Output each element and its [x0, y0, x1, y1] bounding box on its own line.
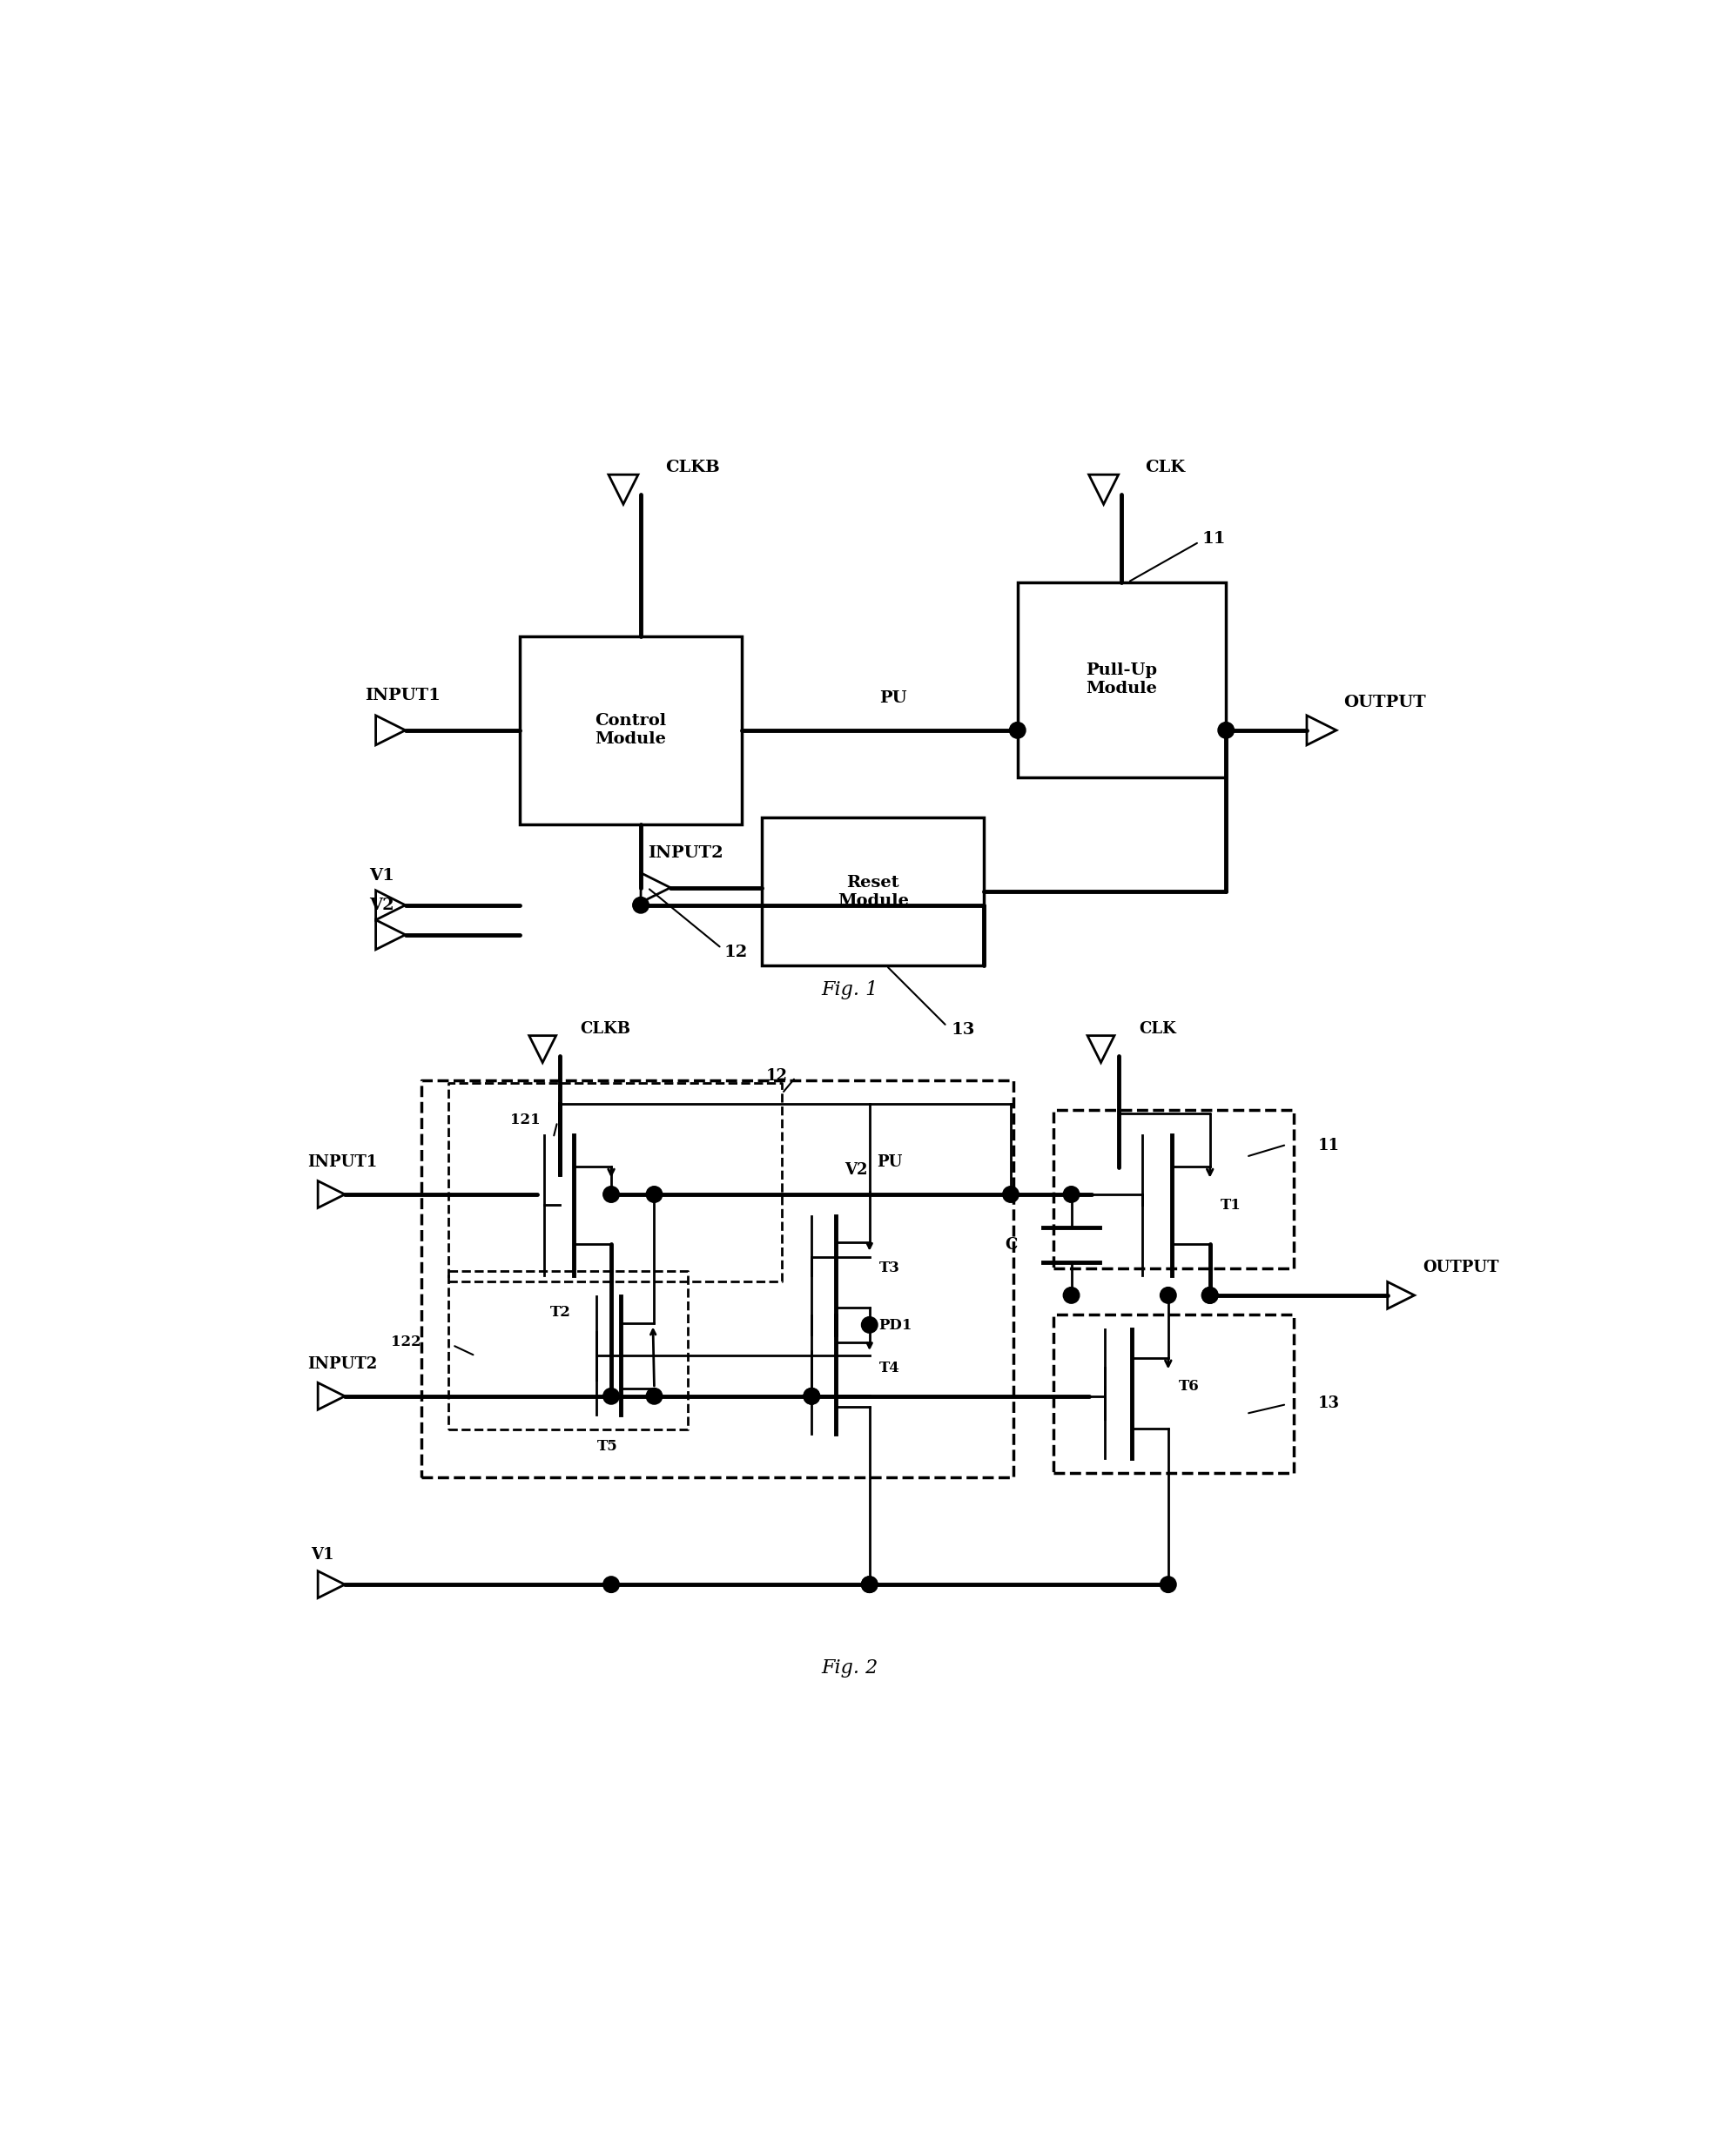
- Text: 121: 121: [510, 1113, 540, 1128]
- Text: PU: PU: [880, 691, 906, 706]
- Circle shape: [1201, 1287, 1219, 1304]
- Text: V2: V2: [370, 897, 394, 912]
- Text: T1: T1: [1220, 1199, 1241, 1212]
- Circle shape: [1062, 1287, 1080, 1304]
- Circle shape: [1062, 1186, 1080, 1203]
- Text: V1: V1: [370, 867, 394, 884]
- Circle shape: [1009, 723, 1026, 738]
- Bar: [1017, 583, 1226, 777]
- Text: T4: T4: [878, 1360, 899, 1375]
- Text: T6: T6: [1179, 1379, 1200, 1394]
- Text: Fig. 2: Fig. 2: [821, 1659, 878, 1679]
- Text: PD1: PD1: [878, 1319, 913, 1334]
- Bar: [762, 818, 984, 966]
- Text: V1: V1: [311, 1547, 335, 1562]
- Text: T2: T2: [550, 1304, 571, 1319]
- Text: 13: 13: [1318, 1394, 1338, 1412]
- Text: CLKB: CLKB: [665, 461, 720, 476]
- Circle shape: [602, 1186, 620, 1203]
- Circle shape: [804, 1388, 819, 1405]
- Circle shape: [861, 1577, 878, 1592]
- Circle shape: [646, 1186, 663, 1203]
- Circle shape: [646, 1388, 663, 1405]
- Text: INPUT1: INPUT1: [365, 689, 441, 704]
- Circle shape: [632, 897, 649, 912]
- Circle shape: [861, 1317, 878, 1332]
- Circle shape: [804, 1388, 819, 1405]
- Text: CLK: CLK: [1139, 1020, 1175, 1037]
- Text: OUTPUT: OUTPUT: [1344, 695, 1425, 710]
- Circle shape: [1201, 1287, 1219, 1304]
- Text: Control
Module: Control Module: [595, 712, 667, 747]
- Text: PU: PU: [877, 1153, 903, 1171]
- Text: Pull-Up
Module: Pull-Up Module: [1087, 663, 1158, 697]
- Text: CLKB: CLKB: [580, 1020, 630, 1037]
- Text: T3: T3: [878, 1261, 899, 1276]
- Circle shape: [602, 1577, 620, 1592]
- Text: INPUT2: INPUT2: [307, 1356, 377, 1373]
- Text: Reset
Module: Reset Module: [837, 876, 908, 908]
- Text: C: C: [1005, 1237, 1017, 1252]
- Circle shape: [602, 1388, 620, 1405]
- Text: 11: 11: [1318, 1138, 1338, 1153]
- Text: 12: 12: [766, 1067, 788, 1085]
- Text: 13: 13: [951, 1022, 974, 1037]
- Text: CLK: CLK: [1146, 461, 1186, 476]
- Text: INPUT2: INPUT2: [648, 846, 722, 861]
- Text: 11: 11: [1201, 532, 1226, 547]
- Circle shape: [861, 1577, 878, 1592]
- Circle shape: [1219, 723, 1234, 738]
- Circle shape: [1160, 1287, 1177, 1304]
- Bar: [519, 637, 741, 824]
- Text: 122: 122: [391, 1334, 422, 1349]
- Circle shape: [1160, 1577, 1177, 1592]
- Text: T5: T5: [597, 1440, 618, 1455]
- Text: INPUT1: INPUT1: [307, 1153, 377, 1171]
- Text: Fig. 1: Fig. 1: [821, 981, 878, 999]
- Text: 12: 12: [724, 945, 748, 960]
- Text: V2: V2: [844, 1162, 868, 1177]
- Circle shape: [1003, 1186, 1019, 1203]
- Text: OUTPUT: OUTPUT: [1422, 1259, 1498, 1276]
